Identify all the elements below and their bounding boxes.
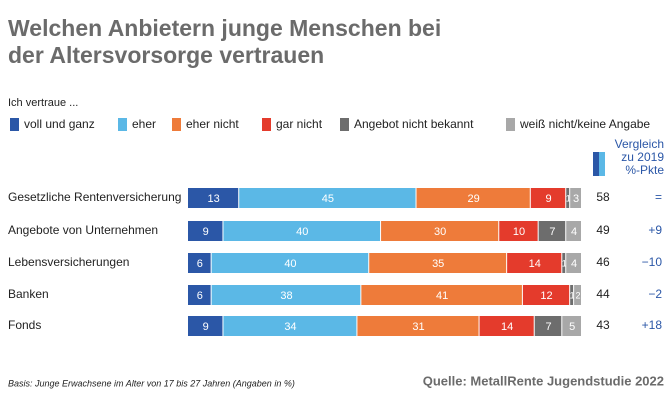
bar-segment: [499, 221, 538, 241]
source: Quelle: MetallRente Jugendstudie 2022: [423, 373, 664, 388]
total-label: 44: [596, 287, 610, 301]
bar-segment: [239, 188, 416, 208]
bar-segment: [416, 188, 530, 208]
bar-segment: [562, 316, 581, 336]
legend-swatch: [340, 118, 349, 131]
bar-segment: [566, 253, 581, 273]
segment-label: 38: [280, 290, 292, 302]
segment-label: 14: [501, 321, 513, 333]
comparison-label: +9: [648, 223, 662, 237]
segment-label: 1: [570, 290, 575, 300]
legend-swatch: [262, 118, 271, 131]
bar-segment: [211, 253, 369, 273]
segment-label: 31: [412, 321, 424, 333]
bar-segment: [223, 221, 381, 241]
legend-label: eher: [132, 117, 156, 131]
legend-swatch: [506, 118, 515, 131]
comparison-header: %-Pkte: [625, 163, 664, 177]
legend-label: eher nicht: [186, 117, 239, 131]
segment-label: 34: [284, 321, 296, 333]
segment-label: 7: [545, 321, 551, 333]
icon: [593, 152, 599, 176]
category-label: Fonds: [8, 318, 41, 332]
segment-label: 14: [529, 258, 541, 270]
legend-swatch: [172, 118, 181, 131]
category-label: Lebensversicherungen: [8, 255, 129, 269]
segment-label: 41: [436, 290, 448, 302]
bar-segment: [188, 188, 239, 208]
bar-segment: [566, 188, 570, 208]
legend-swatch: [10, 118, 19, 131]
segment-label: 7: [549, 226, 555, 238]
segment-label: 40: [284, 258, 296, 270]
segment-label: 29: [468, 193, 480, 205]
bar-segment: [507, 253, 562, 273]
bar-segment: [570, 188, 581, 208]
bar-segment: [188, 253, 211, 273]
bar-segment: [381, 221, 499, 241]
segment-label: 6: [197, 258, 203, 270]
bar-segment: [566, 221, 581, 241]
bar-segment: [357, 316, 479, 336]
comparison-label: −2: [648, 287, 662, 301]
segment-label: 4: [571, 258, 577, 270]
bar-segment: [223, 316, 357, 336]
total-label: 46: [596, 255, 610, 269]
segment-label: 35: [432, 258, 444, 270]
bar-segment: [570, 285, 574, 305]
comparison-label: =: [655, 190, 662, 204]
bar-segment: [562, 253, 566, 273]
bar-segment: [188, 221, 223, 241]
bar-segment: [211, 285, 361, 305]
segment-label: 12: [540, 290, 552, 302]
comparison-header: Vergleich: [615, 137, 664, 151]
segment-label: 1: [566, 193, 571, 203]
segment-label: 30: [434, 226, 446, 238]
segment-label: 45: [322, 193, 334, 205]
bar-segment: [534, 316, 562, 336]
total-label: 58: [596, 190, 610, 204]
bar-segment: [522, 285, 570, 305]
segment-label: 1: [562, 258, 567, 268]
segment-label: 9: [545, 193, 551, 205]
legend-swatch: [118, 118, 127, 131]
segment-label: 3: [573, 193, 579, 205]
bar-segment: [188, 316, 223, 336]
legend-label: voll und ganz: [24, 117, 95, 131]
total-label: 43: [596, 318, 610, 332]
segment-label: 9: [203, 226, 209, 238]
footnote: Basis: Junge Erwachsene im Alter von 17 …: [8, 378, 295, 388]
bar-segment: [188, 285, 211, 305]
comparison-label: +18: [642, 318, 663, 332]
icon: [599, 152, 605, 176]
comparison-label: −10: [642, 255, 663, 269]
category-label: Banken: [8, 287, 49, 301]
bar-segment: [361, 285, 522, 305]
legend-label: Angebot nicht bekannt: [354, 117, 474, 131]
bar-segment: [574, 285, 581, 305]
segment-label: 13: [207, 193, 219, 205]
segment-label: 40: [296, 226, 308, 238]
bar-segment: [538, 221, 566, 241]
segment-label: 10: [513, 226, 525, 238]
bar-segment: [369, 253, 507, 273]
legend-label: weiß nicht/keine Angabe: [519, 117, 650, 131]
segment-label: 5: [569, 321, 575, 333]
segment-label: 2: [576, 290, 581, 300]
segment-label: 9: [203, 321, 209, 333]
subtitle: Ich vertraue ...: [8, 97, 78, 109]
chart-title: der Altersvorsorge vertrauen: [8, 42, 324, 68]
total-label: 49: [596, 223, 610, 237]
category-label: Angebote von Unternehmen: [8, 223, 158, 237]
chart-title: Welchen Anbietern junge Menschen bei: [8, 15, 441, 41]
comparison-header: zu 2019: [621, 150, 664, 164]
bar-segment: [530, 188, 566, 208]
bar-segment: [479, 316, 534, 336]
segment-label: 6: [197, 290, 203, 302]
category-label: Gesetzliche Rentenversicherung: [8, 190, 181, 204]
segment-label: 4: [571, 226, 577, 238]
legend-label: gar nicht: [276, 117, 323, 131]
